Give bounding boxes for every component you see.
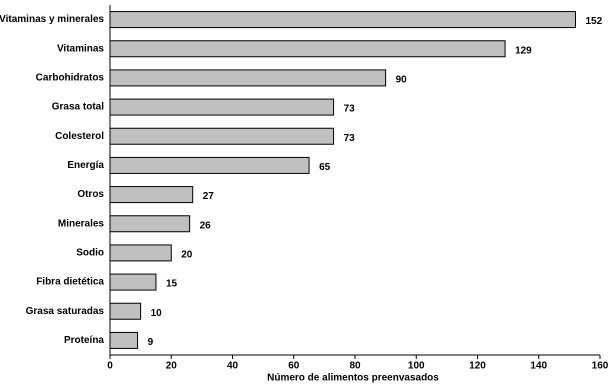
bar: [109, 11, 576, 29]
x-tick-label: 20: [166, 361, 178, 372]
y-tick-label: Minerales: [58, 218, 105, 229]
bar: [109, 156, 310, 174]
x-tick-label: 0: [107, 361, 113, 372]
data-label: 15: [166, 279, 178, 290]
bar: [109, 331, 139, 349]
y-tick-label: Carbohidratos: [36, 73, 105, 84]
x-tick-label: 160: [592, 361, 609, 372]
data-label: 73: [344, 133, 356, 144]
y-tick-label: Grasa total: [52, 102, 104, 113]
y-tick-label: Energía: [67, 160, 104, 171]
x-axis-title: Número de alimentos preenvasados: [267, 373, 439, 384]
y-tick-label: Vitaminas y minerales: [0, 14, 104, 25]
bar: [109, 98, 335, 116]
y-tick-label: Fibra dietética: [36, 277, 104, 288]
y-tick-label: Grasa saturadas: [26, 306, 105, 317]
x-tick-label: 120: [469, 361, 486, 372]
x-tick-label: 60: [288, 361, 300, 372]
y-tick-label: Sodio: [76, 248, 104, 259]
data-label: 73: [344, 104, 356, 115]
x-tick-label: 40: [227, 361, 239, 372]
x-tick-label: 80: [349, 361, 361, 372]
x-tick-label: 140: [530, 361, 547, 372]
data-label: 9: [148, 337, 154, 348]
data-label: 90: [396, 75, 408, 86]
data-label: 129: [515, 45, 532, 56]
data-label: 65: [319, 162, 331, 173]
data-label: 20: [181, 250, 193, 261]
bar: [109, 302, 142, 320]
bar: [109, 215, 191, 233]
bar: [109, 273, 157, 291]
data-label: 152: [586, 16, 603, 27]
y-tick-label: Otros: [77, 189, 104, 200]
bar: [109, 69, 387, 87]
bar: [109, 127, 335, 145]
y-tick-label: Proteína: [64, 335, 104, 346]
bar: [109, 40, 506, 58]
data-label: 27: [203, 191, 215, 202]
bar: [109, 244, 172, 262]
data-label: 10: [151, 308, 163, 319]
bar: [109, 186, 194, 204]
x-tick-label: 100: [408, 361, 425, 372]
data-label: 26: [200, 220, 212, 231]
y-tick-label: Vitaminas: [57, 43, 104, 54]
y-tick-label: Colesterol: [55, 131, 104, 142]
